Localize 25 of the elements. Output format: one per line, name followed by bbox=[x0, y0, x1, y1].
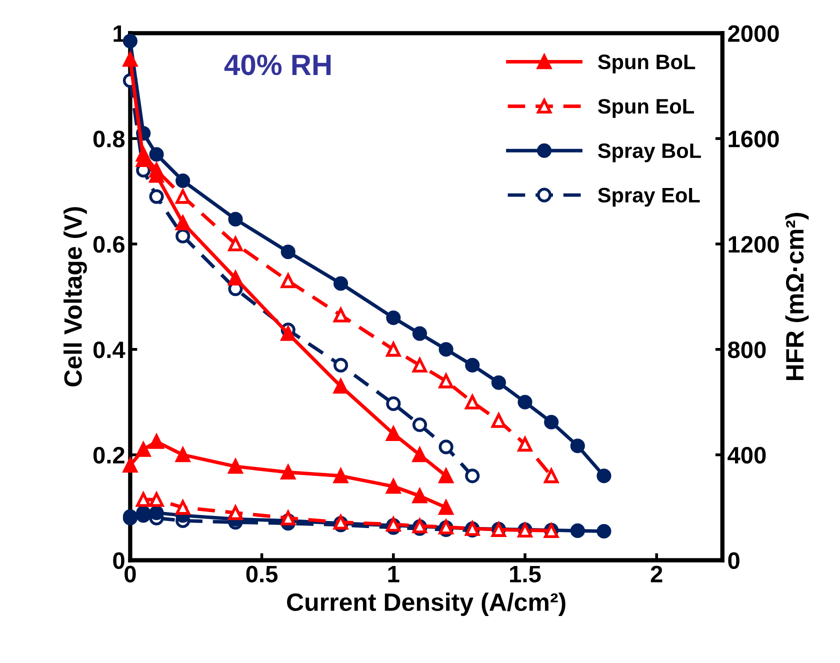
y-tick-label: 1 bbox=[114, 25, 125, 42]
y-tick-label: 0.2 bbox=[93, 446, 124, 464]
x-tick-label: 0 bbox=[124, 566, 136, 582]
legend-label: Spun BoL bbox=[598, 54, 696, 74]
annotation: 40% RH bbox=[224, 54, 331, 76]
y2-tick-label: 1600 bbox=[728, 130, 779, 148]
y2-tick-label: 400 bbox=[728, 446, 766, 464]
y2-tick-label: 1200 bbox=[728, 236, 779, 253]
y2-tick-label: 0 bbox=[728, 552, 740, 570]
legend-label: Spray BoL bbox=[598, 143, 701, 162]
y-tick-label: 0.6 bbox=[93, 236, 124, 253]
y-tick-label: 0.4 bbox=[93, 341, 126, 358]
y2-tick-label: 800 bbox=[728, 341, 766, 358]
y-tick-label: 0.8 bbox=[93, 130, 125, 148]
y2-axis-title: HFR (mΩ·cm²) bbox=[785, 212, 809, 380]
x-axis-title: Current Density (A/cm²) bbox=[287, 592, 566, 616]
y-axis-title: Cell Voltage (V) bbox=[64, 207, 87, 386]
x-tick-label: 1 bbox=[388, 566, 400, 582]
y2-tick-label: 2000 bbox=[728, 25, 779, 42]
x-tick-label: 1.5 bbox=[510, 566, 541, 582]
x-tick-label: 2 bbox=[650, 566, 662, 582]
legend-label: Spray EoL bbox=[598, 188, 700, 207]
x-tick-label: 0.5 bbox=[246, 566, 278, 582]
y-tick-label: 0 bbox=[113, 552, 124, 570]
legend-label: Spun EoL bbox=[598, 98, 694, 118]
